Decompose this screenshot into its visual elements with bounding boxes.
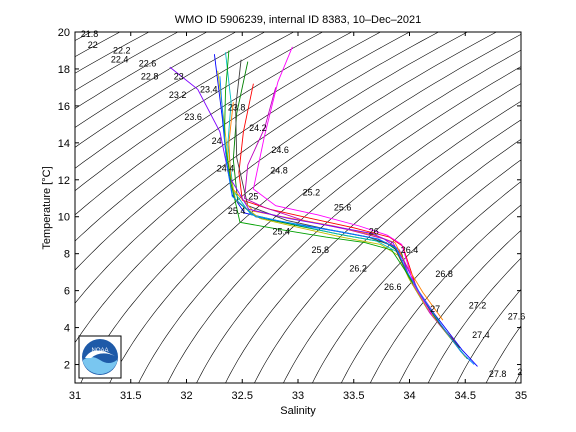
y-tick-label: 8	[64, 249, 70, 261]
x-tick-label: 33.5	[343, 390, 364, 402]
density-contour	[75, 32, 440, 304]
y-tick-label: 2	[64, 360, 70, 372]
y-tick-label: 12	[58, 175, 70, 187]
density-contour	[75, 32, 469, 344]
density-contour-label: 26	[369, 227, 379, 237]
density-contour	[75, 32, 237, 128]
y-tick-label: 14	[58, 138, 70, 150]
density-contour-label: 24	[212, 136, 222, 146]
density-contour-label: 23.6	[184, 112, 202, 122]
x-tick-label: 34.5	[455, 390, 476, 402]
x-tick-label: 31	[69, 390, 81, 402]
density-contour-label: 27.6	[508, 312, 526, 322]
density-contour	[485, 325, 521, 383]
density-contour	[138, 49, 521, 383]
density-contour-label: 23	[174, 71, 184, 81]
density-contour-label: 23.4	[200, 84, 218, 94]
chart-title: WMO ID 5906239, internal ID 8383, 10–Dec…	[175, 14, 421, 26]
profile-line	[223, 50, 439, 321]
x-tick-label: 32	[180, 390, 192, 402]
logo-bird	[85, 350, 115, 358]
density-contour	[196, 83, 521, 383]
density-contour	[167, 66, 521, 383]
density-contour-label: 22.2	[113, 46, 131, 56]
density-contour-label: 22	[88, 40, 98, 50]
y-tick-label: 20	[58, 27, 70, 39]
density-contour-label: 22.4	[111, 55, 129, 65]
density-contour	[254, 119, 521, 383]
density-contour-label: 24.4	[217, 164, 235, 174]
density-contour-label: 27.2	[469, 300, 487, 310]
x-axis-label: Salinity	[280, 405, 316, 417]
logo-text: NOAA	[91, 348, 108, 354]
density-contour-label: 25.4	[228, 206, 246, 216]
density-contour	[340, 181, 521, 383]
profile-line	[219, 76, 475, 365]
density-contour-label: 25.2	[303, 188, 321, 198]
density-contour	[369, 204, 521, 383]
density-contour-label: 25.8	[312, 245, 330, 255]
density-contour	[75, 32, 353, 216]
density-contour-label: 27.4	[472, 330, 490, 340]
density-contour	[75, 32, 208, 109]
density-contour-label: 26.2	[349, 264, 367, 274]
density-contour-label: 26.8	[435, 269, 453, 279]
density-contour-label: 24.6	[271, 145, 289, 155]
noaa-logo: NOAA	[78, 335, 122, 379]
density-contour-label: 25.4	[273, 227, 291, 237]
density-contour-label: 27	[430, 304, 440, 314]
density-contour	[312, 159, 521, 383]
density-contour	[75, 32, 295, 169]
profile-lines	[169, 46, 478, 367]
axis-ticks: 31 31.5 32 32.5 33 33.5 34 34.5 3524681012141618…	[58, 27, 527, 402]
y-tick-label: 10	[58, 212, 70, 224]
density-contour	[75, 32, 382, 242]
density-contour-label: 21.8	[81, 29, 99, 39]
density-contour-label: 22.8	[141, 71, 159, 81]
density-contour-label: 23.2	[169, 90, 187, 100]
density-contour	[75, 32, 179, 91]
x-tick-label: 32.5	[232, 390, 253, 402]
density-contour-label: 24.2	[249, 123, 267, 133]
y-axis-label: Temperature [°C]	[41, 166, 53, 249]
density-contour	[75, 32, 411, 271]
y-tick-label: 16	[58, 101, 70, 113]
density-contour	[75, 32, 266, 148]
density-contours	[75, 32, 521, 383]
density-contour-label: 26.4	[401, 245, 419, 255]
density-contour	[427, 257, 521, 383]
density-contour-label: 25	[248, 191, 258, 201]
density-contour-label: 22.6	[139, 58, 157, 68]
y-tick-label: 4	[64, 323, 70, 335]
profile-line	[252, 46, 433, 315]
density-contour	[75, 32, 324, 192]
density-contour	[225, 100, 521, 383]
x-tick-label: 34	[403, 390, 415, 402]
density-contour-label: 27.8	[489, 369, 507, 379]
logo-wave	[83, 357, 117, 375]
density-contour	[398, 229, 521, 383]
y-tick-label: 6	[64, 286, 70, 298]
x-tick-label: 35	[515, 390, 527, 402]
density-contour-label: 24.8	[270, 166, 288, 176]
density-contour-label: 25.6	[334, 203, 352, 213]
profile-line	[169, 66, 438, 319]
density-contour-label: 26.6	[384, 282, 402, 292]
density-contour	[456, 288, 521, 383]
density-contour-label: 23.8	[228, 103, 246, 113]
y-tick-label: 18	[58, 64, 70, 76]
density-contour	[283, 138, 521, 383]
density-contour-labels: 21.822 22.222.4 22.6 22.8 23 23.2 23.4 23.6 23.8…	[81, 29, 526, 379]
density-contour-label: 2	[517, 367, 522, 377]
x-tick-label: 31.5	[120, 390, 141, 402]
x-tick-label: 33	[292, 390, 304, 402]
density-contour	[109, 33, 521, 383]
density-contour	[80, 32, 498, 383]
